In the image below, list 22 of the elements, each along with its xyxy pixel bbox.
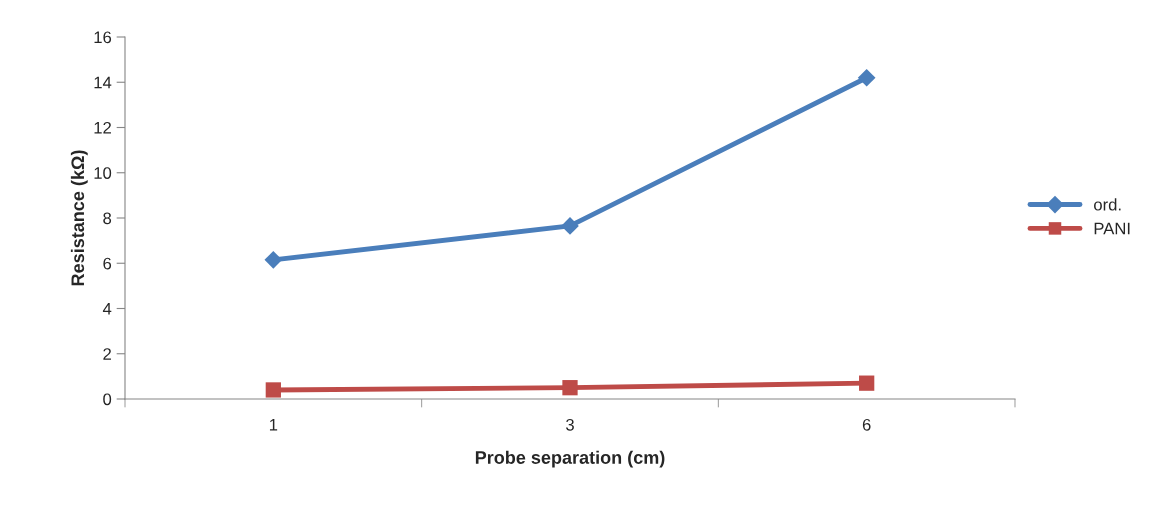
y-tick-label: 8 <box>103 212 112 225</box>
legend-label: ord. <box>1094 198 1121 211</box>
legend-label: PANI <box>1094 222 1130 235</box>
y-tick-label: 6 <box>103 257 112 270</box>
x-axis-title: Probe separation (cm) <box>475 450 665 468</box>
y-tick-label: 4 <box>102 303 112 315</box>
point <box>265 382 281 398</box>
point <box>264 251 283 269</box>
point <box>857 68 876 87</box>
point <box>562 380 578 396</box>
x-tick-label: 1 <box>269 419 278 431</box>
x-tick-label: 3 <box>566 418 574 431</box>
y-axis-title: Resistance (kΩ) <box>70 150 88 286</box>
y-tick-label: 14 <box>94 76 112 89</box>
x-tick-label: 6 <box>862 418 871 431</box>
y-tick-label: 2 <box>103 348 111 360</box>
y-tick-label: 16 <box>94 31 112 44</box>
y-tick-label: 12 <box>94 121 111 134</box>
y-tick-label: 10 <box>94 167 112 179</box>
y-tick-label: 0 <box>103 393 112 406</box>
point <box>561 217 579 235</box>
point <box>859 375 875 391</box>
